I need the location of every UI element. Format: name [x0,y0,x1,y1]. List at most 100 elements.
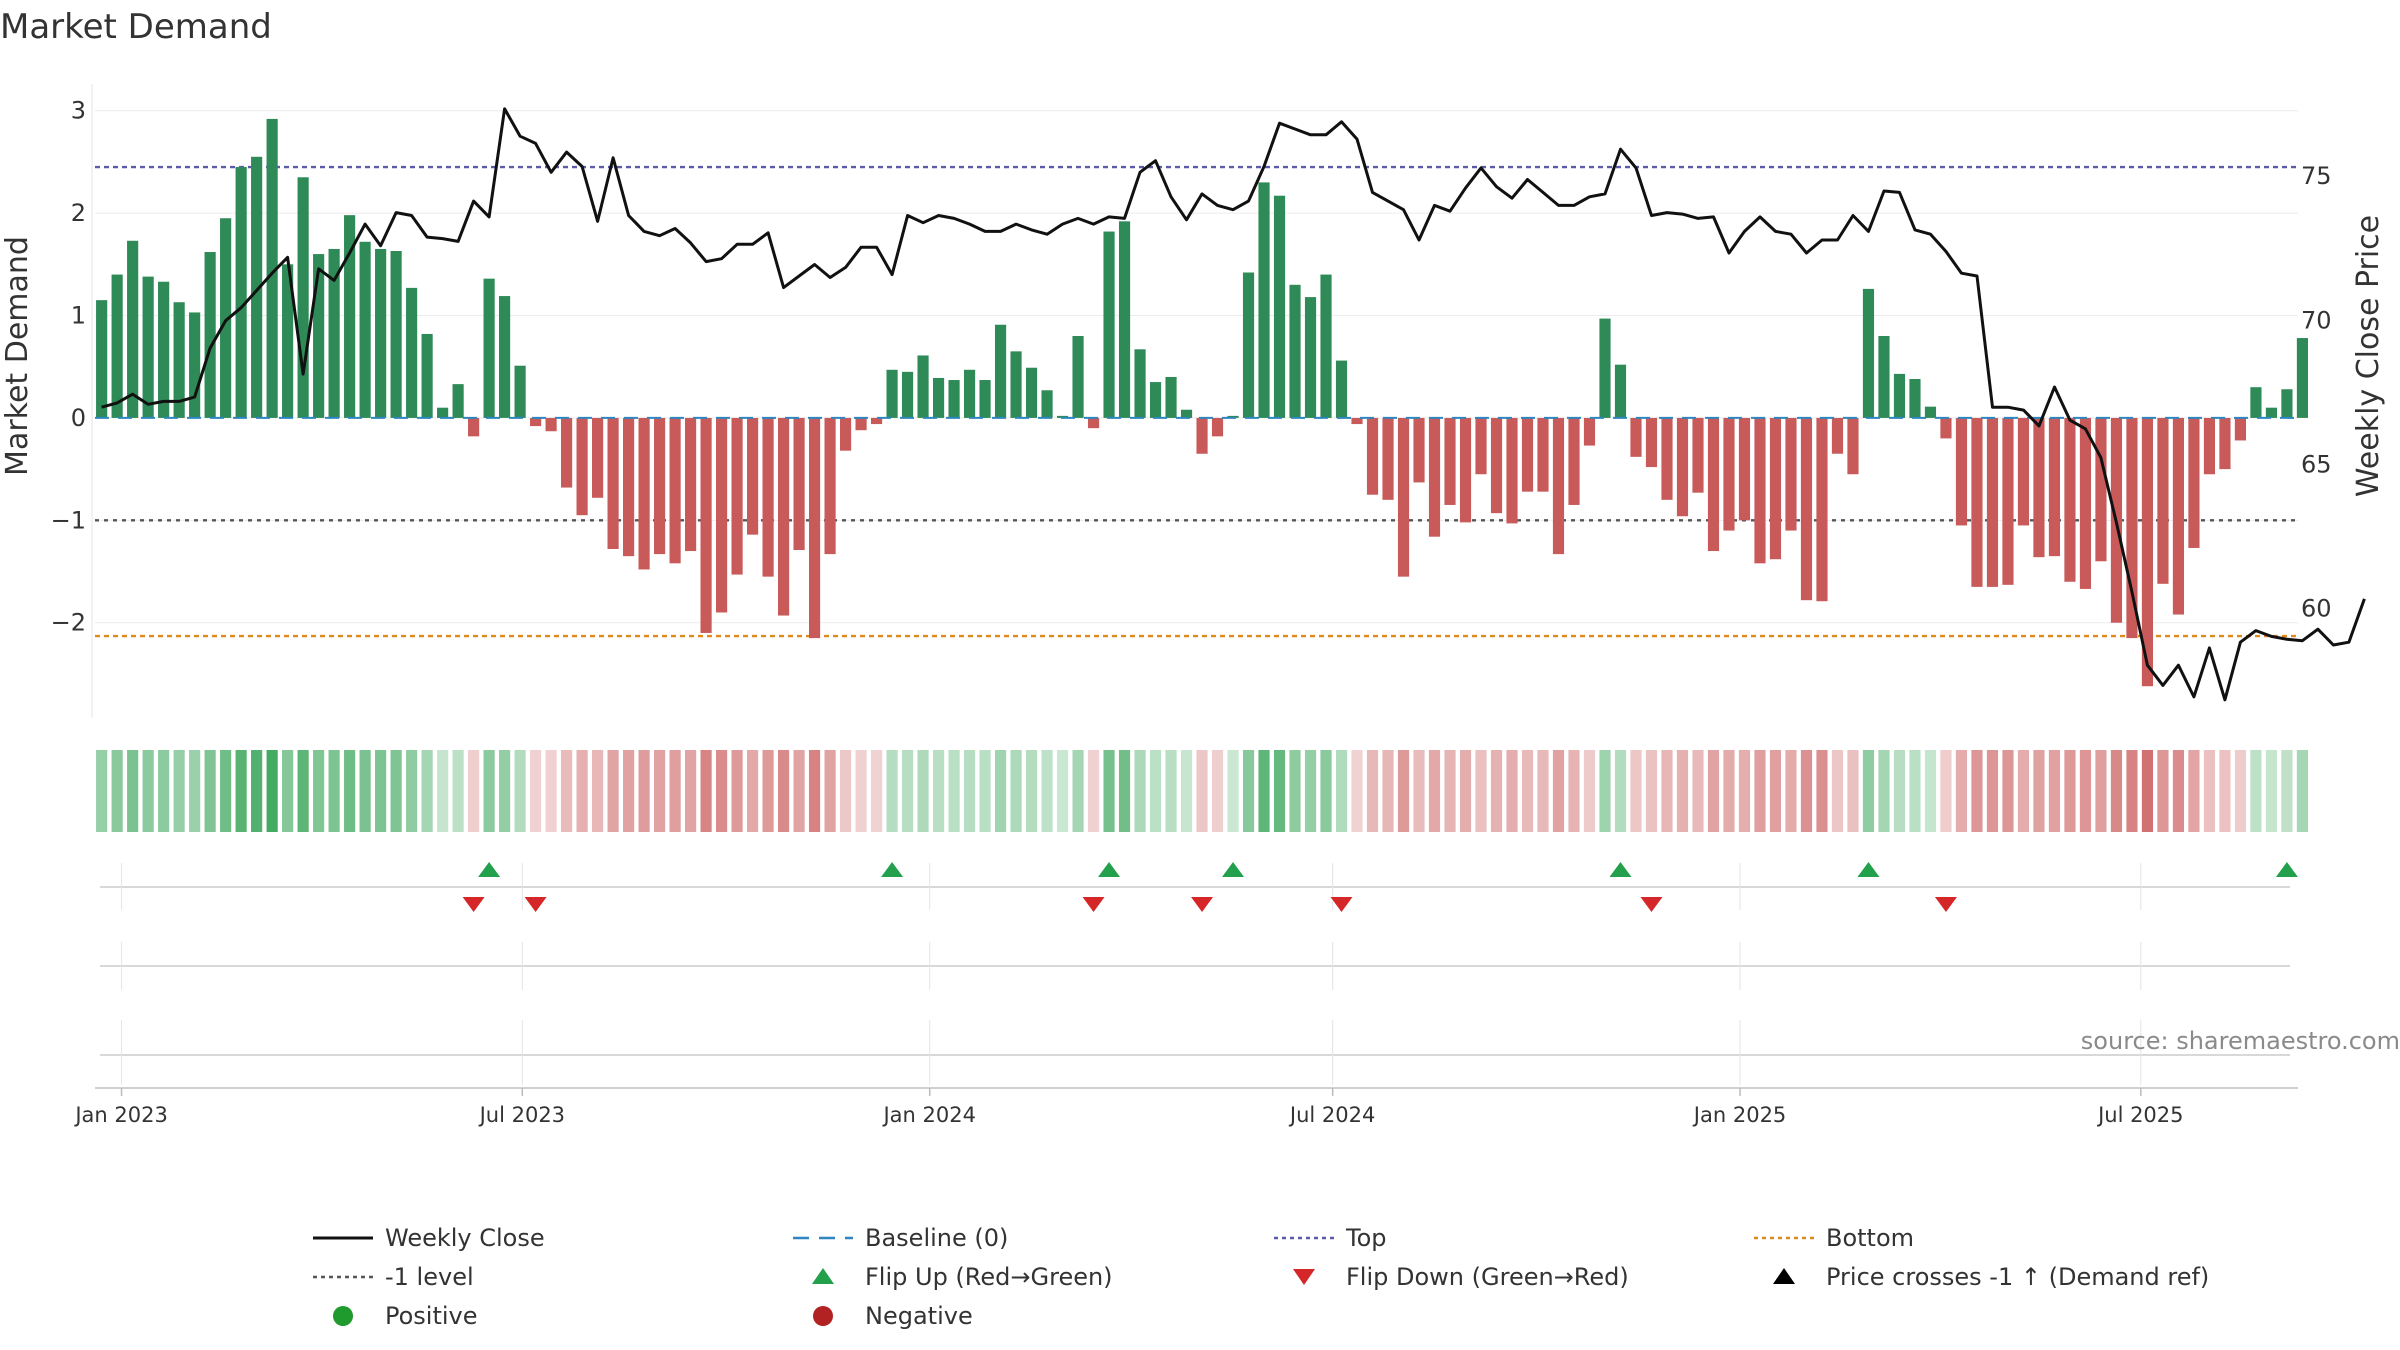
left-axis-ticks: 3 2 1 0 −1 −2 [51,97,86,637]
heat-cell [251,750,263,832]
demand-heat-strip [96,750,2309,832]
demand-bar [1862,288,1875,418]
heat-cell [1335,750,1348,832]
heat-cell [669,750,681,832]
demand-bar [2203,417,2216,475]
legend-swatch [813,1306,833,1326]
heat-cell [886,750,898,832]
demand-bar [1475,417,1487,475]
legend-label: Top [1345,1224,1387,1252]
demand-bar [700,417,712,633]
demand-bar [1909,379,1921,418]
demand-bar [1831,417,1844,454]
heat-cell [158,750,170,832]
heat-cell [994,750,1007,832]
legend-item-bottom: Bottom [1754,1224,1914,1252]
heat-cell [173,750,185,832]
demand-bar [1118,221,1131,418]
heat-cell [762,750,774,832]
demand-bar [2064,417,2076,582]
legend-item-flip_down: Flip Down (Green→Red) [1293,1263,1629,1291]
demand-bar [1103,231,1115,418]
heat-cell [2048,750,2061,832]
demand-bar [204,252,216,418]
heat-cell [2002,750,2014,832]
legend-label: Flip Down (Green→Red) [1346,1263,1629,1291]
demand-bar [1506,417,1518,524]
heat-cell [1351,750,1363,832]
heat-cell [747,750,759,832]
heat-cell [1940,750,1952,832]
heat-cell [731,750,743,832]
heat-cell [2188,750,2200,832]
demand-bar [824,417,836,555]
flip-up-marker [1609,862,1632,877]
demand-bar [901,371,914,418]
demand-bar [2141,417,2154,687]
heat-cell [1180,750,1193,832]
demand-bar [2250,387,2262,418]
heat-cell [297,750,309,832]
heat-cell [824,750,836,832]
demand-bar [1428,417,1441,537]
demand-bar [251,156,263,418]
heat-cell [313,750,325,832]
demand-bar [654,417,666,555]
flip-down-marker [1934,897,1957,912]
heat-cell [700,750,712,832]
demand-bar [1180,409,1193,418]
demand-bar [1583,417,1596,446]
heat-cell [1149,750,1162,832]
demand-bar [1134,349,1146,418]
heat-cell [406,750,418,832]
heat-cell [344,750,356,832]
demand-bar [1397,417,1410,577]
demand-bar [421,333,433,418]
heat-cell [1459,750,1472,832]
heat-cell [654,750,666,832]
demand-bar [1723,417,1735,531]
y2-tick-label: 60 [2301,595,2332,623]
demand-bar [1800,417,1813,601]
y-tick-label: 0 [71,404,86,432]
event-rows [95,863,2298,1089]
legend-label: Negative [865,1302,973,1330]
heat-cell [1320,750,1332,832]
flip-down-marker [1640,897,1663,912]
demand-bar [1521,417,1534,492]
heat-cell [483,750,495,832]
flip-up-marker [881,862,904,877]
demand-bar [1444,417,1456,505]
legend-item-price_cross: Price crosses -1 ↑ (Demand ref) [1773,1263,2209,1291]
heat-cell [1087,750,1100,832]
demand-bar [96,300,108,418]
heat-cell [220,750,232,832]
heat-cell [1010,750,1022,832]
heat-cell [235,750,247,832]
demand-bar [173,302,185,418]
heat-cell [1521,750,1534,832]
heat-cell [1862,750,1875,832]
legend-item-positive: Positive [333,1302,478,1330]
demand-bar [979,380,991,418]
legend-swatch [333,1306,353,1326]
x-tick-label: Jan 2023 [73,1103,168,1127]
demand-bar [731,417,743,575]
demand-bar [1692,417,1704,493]
heat-cell [1738,750,1751,832]
demand-bar [2095,417,2107,562]
heat-cell [1552,750,1565,832]
demand-bar [886,369,898,418]
heat-cell [839,750,852,832]
heat-cell [1878,750,1890,832]
demand-bar [638,417,650,570]
demand-bar [716,417,728,613]
demand-bar [2157,417,2169,584]
demand-bar [483,278,495,418]
legend-label: -1 level [385,1263,474,1291]
flip-up-marker [1098,862,1121,877]
heat-cell [282,750,294,832]
heat-cell [592,750,604,832]
legend-item-minus_one: -1 level [313,1263,474,1291]
